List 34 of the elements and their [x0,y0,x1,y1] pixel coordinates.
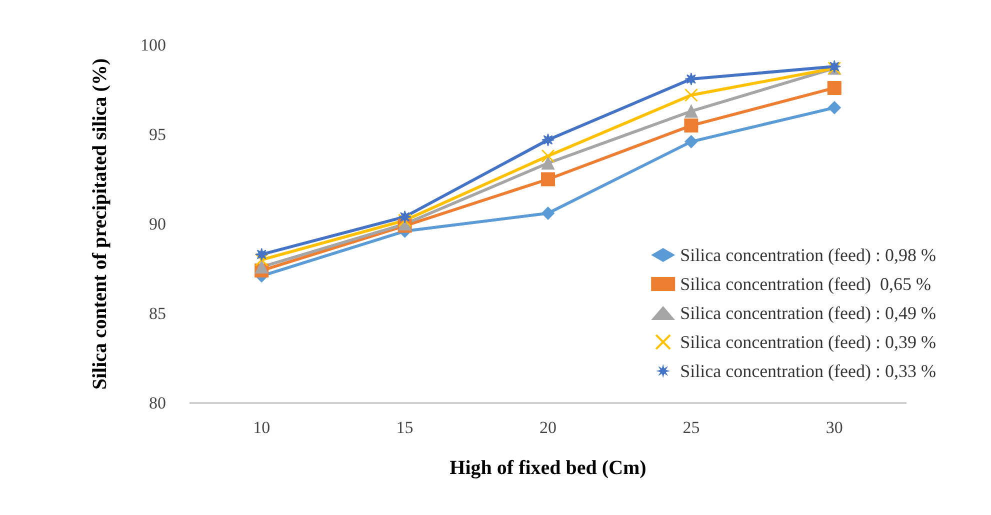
point [827,80,842,95]
point [828,101,841,114]
point [398,210,412,224]
point [684,104,698,118]
legend-label: Silica concentration (feed) 0,65 % [680,274,932,294]
point [684,135,698,148]
x-tick-label: 10 [253,418,270,437]
point [684,88,698,102]
y-tick-label: 90 [149,214,166,234]
point [684,72,698,86]
point [684,118,698,133]
point [255,260,268,274]
legend-label: Silica concentration (feed) : 0,98 % [680,245,936,265]
legend-label: Silica concentration (feed) : 0,49 % [680,303,936,323]
legend-label: Silica concentration (feed) : 0,39 % [680,332,936,352]
point [255,248,268,261]
point [541,149,555,163]
y-tick-label: 80 [149,394,166,412]
y-axis-title: Silica content of precipitated silica (%) [89,58,111,390]
legend-label: Silica concentration (feed) : 0,33 % [680,361,936,381]
y-tick-label: 85 [149,304,166,323]
point [254,253,268,267]
point [542,133,554,146]
point [541,172,555,186]
y-tick-label: 95 [149,125,166,144]
point [542,206,554,220]
x-tick-label: 15 [396,418,414,437]
point [398,214,412,228]
point [542,156,554,170]
x-axis-title: High of fixed bed (Cm) [450,457,646,479]
y-tick-label: 100 [140,36,166,54]
x-tick-label: 30 [826,418,843,437]
x-tick-label: 25 [682,418,700,437]
x-tick-label: 20 [540,418,556,437]
